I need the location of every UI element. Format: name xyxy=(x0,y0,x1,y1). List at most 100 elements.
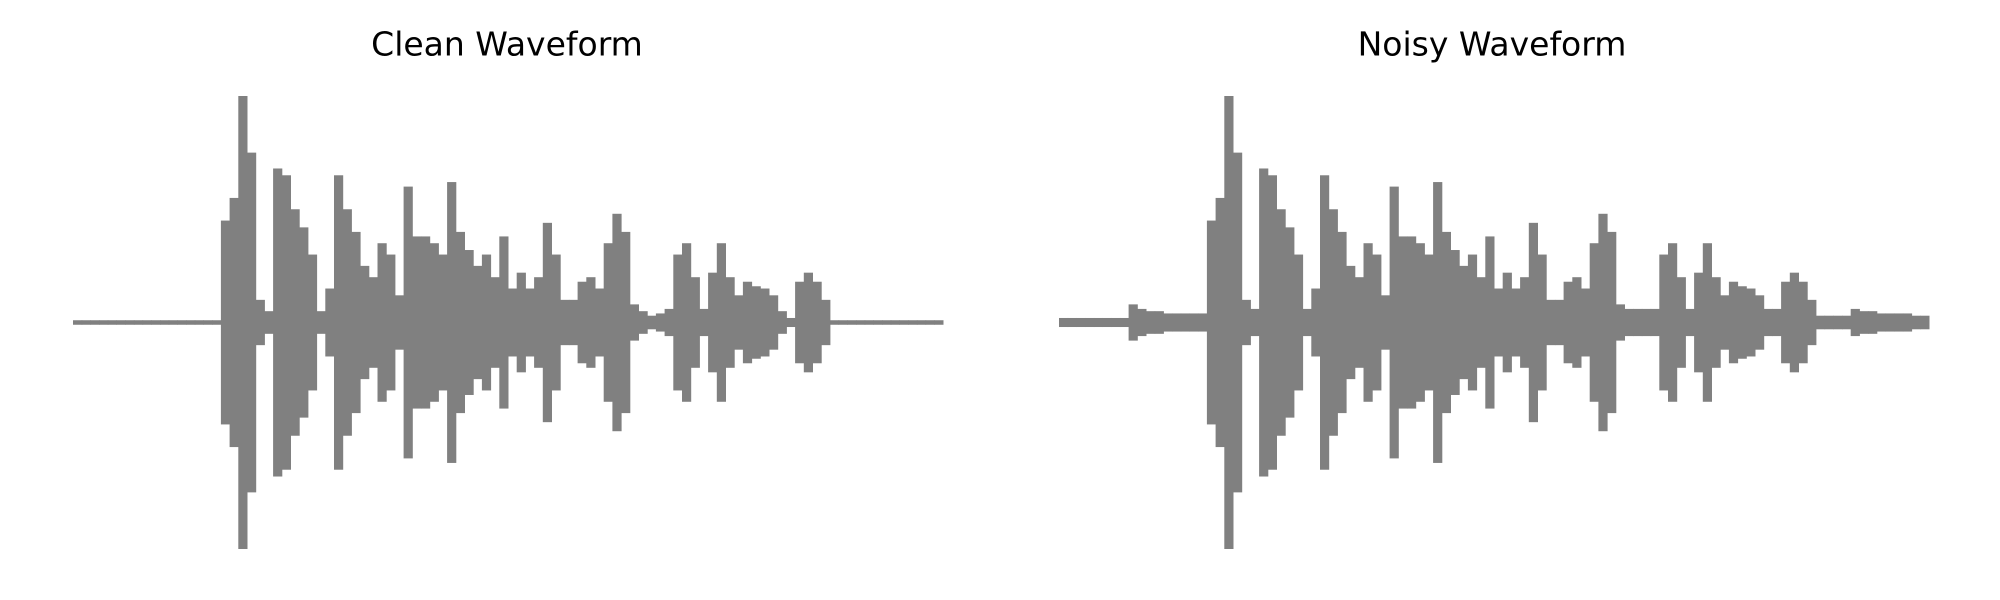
waveform-segment xyxy=(1467,254,1478,391)
waveform-segment xyxy=(1137,308,1147,337)
waveform-segment xyxy=(464,250,474,395)
waveform-segment xyxy=(1346,265,1356,380)
waveform-segment xyxy=(1641,308,1652,337)
waveform-segment xyxy=(1824,315,1834,330)
waveform-segment xyxy=(560,299,570,346)
waveform-segment xyxy=(1093,317,1103,328)
waveform-segment xyxy=(716,243,726,402)
waveform-segment xyxy=(1876,313,1886,332)
waveform-segment xyxy=(1676,277,1686,368)
waveform-segment xyxy=(1459,265,1469,380)
waveform-segment xyxy=(1119,317,1130,328)
waveform-segment xyxy=(247,152,257,493)
waveform-segment xyxy=(908,320,918,325)
waveform-segment xyxy=(769,295,779,350)
waveform-segment xyxy=(1180,313,1190,332)
waveform-segment xyxy=(856,320,866,325)
waveform-segment xyxy=(1354,277,1364,368)
waveform-segment xyxy=(1128,304,1138,341)
waveform-segment xyxy=(1424,254,1434,391)
waveform-segment xyxy=(1894,313,1904,332)
waveform-segment xyxy=(673,254,683,391)
waveform-segment xyxy=(1720,295,1730,350)
waveform-segment xyxy=(864,320,874,325)
waveform-segment xyxy=(255,299,265,346)
waveform-segment xyxy=(760,288,770,357)
waveform-segment xyxy=(812,281,822,364)
waveform-segment xyxy=(821,299,831,346)
waveform-segment xyxy=(638,311,648,334)
waveform-segment xyxy=(1285,227,1295,418)
waveform-segment xyxy=(1320,175,1330,470)
waveform-segment xyxy=(1485,236,1495,409)
waveform-segment xyxy=(1668,243,1678,402)
waveform-segment xyxy=(1450,250,1460,395)
waveform-segment xyxy=(1633,308,1643,337)
waveform-segment xyxy=(899,320,909,325)
waveform-segment xyxy=(1650,308,1660,337)
waveform-segment xyxy=(847,320,857,325)
waveform-segment xyxy=(1659,254,1669,391)
waveform-segment xyxy=(568,299,579,346)
waveform-segment xyxy=(438,254,448,391)
waveform-segment xyxy=(212,320,222,325)
waveform-segment xyxy=(647,315,657,330)
waveform-segment xyxy=(307,254,318,391)
waveform-segment xyxy=(1842,315,1852,330)
waveform-segment xyxy=(1085,317,1095,328)
waveform-segment xyxy=(777,311,787,334)
waveform-segment xyxy=(1798,281,1808,364)
waveform-segment xyxy=(1537,254,1547,391)
waveform-segment xyxy=(577,281,587,364)
waveform-segment xyxy=(1154,311,1164,334)
waveform-segment xyxy=(586,277,596,368)
waveform-segment xyxy=(1076,317,1086,328)
waveform-segment xyxy=(351,231,361,414)
waveform-segment xyxy=(786,317,796,328)
waveform-segment xyxy=(1833,315,1843,330)
waveform-segment xyxy=(1502,272,1512,373)
waveform-segment xyxy=(690,277,700,368)
waveform-segment xyxy=(629,304,639,341)
waveform-segment xyxy=(299,227,309,418)
waveform-segment xyxy=(516,272,526,373)
waveform-segment xyxy=(803,272,813,373)
waveform-segment xyxy=(1850,308,1860,337)
waveform-segment xyxy=(1389,186,1399,459)
waveform-segment xyxy=(534,277,544,368)
waveform-segment xyxy=(1198,313,1208,332)
waveform-segment xyxy=(281,175,291,470)
waveform-segment xyxy=(1581,288,1591,357)
waveform-segment xyxy=(795,281,805,364)
waveform-segment xyxy=(325,288,335,357)
waveform-segment xyxy=(151,320,161,325)
waveform-segment xyxy=(73,320,83,325)
waveform-segment xyxy=(116,320,126,325)
waveform-segment xyxy=(1302,308,1312,337)
waveform-segment xyxy=(203,320,213,325)
waveform-segment xyxy=(186,320,196,325)
waveform-segment xyxy=(1363,243,1373,402)
waveform-segment xyxy=(455,231,465,414)
waveform-segment xyxy=(1885,313,1895,332)
waveform-segment xyxy=(1328,209,1338,436)
waveform-segment xyxy=(1146,311,1156,334)
waveform-segment xyxy=(925,320,935,325)
waveform-segment xyxy=(682,243,692,402)
waveform-segment xyxy=(1398,236,1408,409)
waveform-segment xyxy=(829,320,840,325)
waveform-segment xyxy=(1789,272,1799,373)
waveform-segment xyxy=(1911,315,1921,330)
waveform-segment xyxy=(1241,299,1251,346)
waveform-segment xyxy=(1859,311,1869,334)
waveform-segment xyxy=(1554,299,1565,346)
waveform-segment xyxy=(447,182,457,463)
waveform-segment xyxy=(1920,315,1930,330)
waveform-segment xyxy=(542,222,552,423)
waveform-segment xyxy=(551,254,561,391)
waveform-segment xyxy=(1415,243,1425,402)
waveform-segment xyxy=(1380,295,1391,350)
waveform-segment xyxy=(133,320,144,325)
waveform-segment xyxy=(1494,288,1504,357)
